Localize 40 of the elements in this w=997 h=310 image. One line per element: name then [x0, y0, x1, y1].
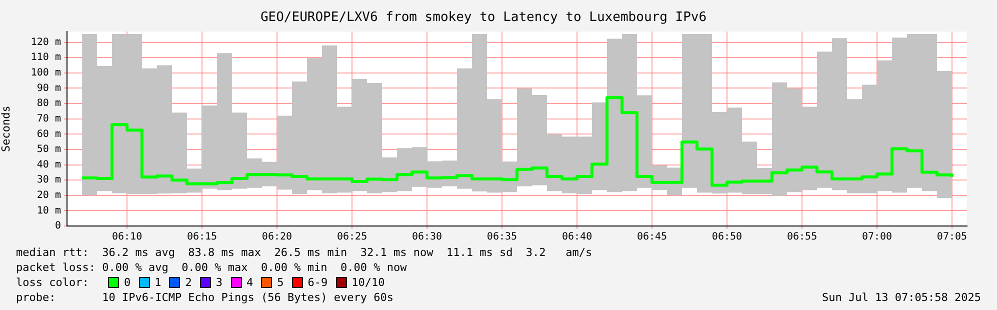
x-tick-label: 06:40: [562, 232, 592, 243]
x-tick-label: 06:30: [412, 232, 442, 243]
text: 1: [154, 275, 162, 290]
x-tick-label: 06:20: [262, 232, 292, 243]
y-tick-label: 60 m: [36, 128, 61, 140]
text: 0: [124, 275, 131, 290]
text: 3: [216, 275, 222, 290]
y-tick-label: 110 m: [30, 52, 61, 64]
text: loss color:: [16, 275, 90, 290]
y-tick-label: 10 m: [36, 205, 61, 216]
x-tick-label: 06:15: [186, 232, 218, 243]
text: packet loss: 0.00 % avg 0.00 % max 0.00 % min 0.00 % now: [16, 260, 408, 275]
y-tick-label: 70 m: [36, 113, 61, 124]
x-tick-label: 07:00: [862, 232, 892, 243]
x-tick-label: 06:55: [786, 232, 818, 243]
x-tick-label: 07:05: [936, 232, 968, 243]
text: 6-9: [308, 275, 328, 290]
chart-title: GEO/EUROPE/LXV6 from smokey to Latency to Luxembourg IPv6: [260, 10, 707, 26]
text: 2: [185, 275, 192, 290]
x-tick-label: 06:25: [336, 232, 368, 243]
x-tick-label: 06:35: [486, 232, 518, 243]
y-tick-label: 80 m: [36, 98, 61, 110]
x-tick-label: 06:50: [712, 232, 742, 243]
y-tick-label: 50 m: [36, 144, 61, 156]
y-tick-label: 90 m: [36, 82, 61, 94]
text: 4: [246, 275, 254, 290]
y-tick-label: 20 m: [36, 190, 61, 201]
y-tick-label: 0: [54, 220, 61, 232]
text: probe: 10 IPv6-ICMP Echo Pings (56 Bytes) every 60s: [16, 290, 394, 305]
text: 5: [277, 275, 284, 290]
y-tick-label: 30 m: [36, 174, 61, 186]
x-tick-label: 06:45: [636, 232, 668, 243]
text: median rtt: 36.2 ms avg 83.8 ms max 26.5 ms min 32.1 ms now 11.1 ms sd 3.2 am/s: [16, 245, 594, 260]
text: Sun Jul 13 07:05:58 2025: [822, 290, 981, 305]
x-tick-label: 06:10: [112, 232, 142, 243]
y-tick-label: 100 m: [30, 68, 61, 79]
y-tick-label: 40 m: [36, 159, 61, 170]
y-tick-label: 120 m: [30, 36, 61, 48]
y-axis-title: Seconds: [0, 106, 12, 152]
text: 10/10: [352, 275, 385, 290]
